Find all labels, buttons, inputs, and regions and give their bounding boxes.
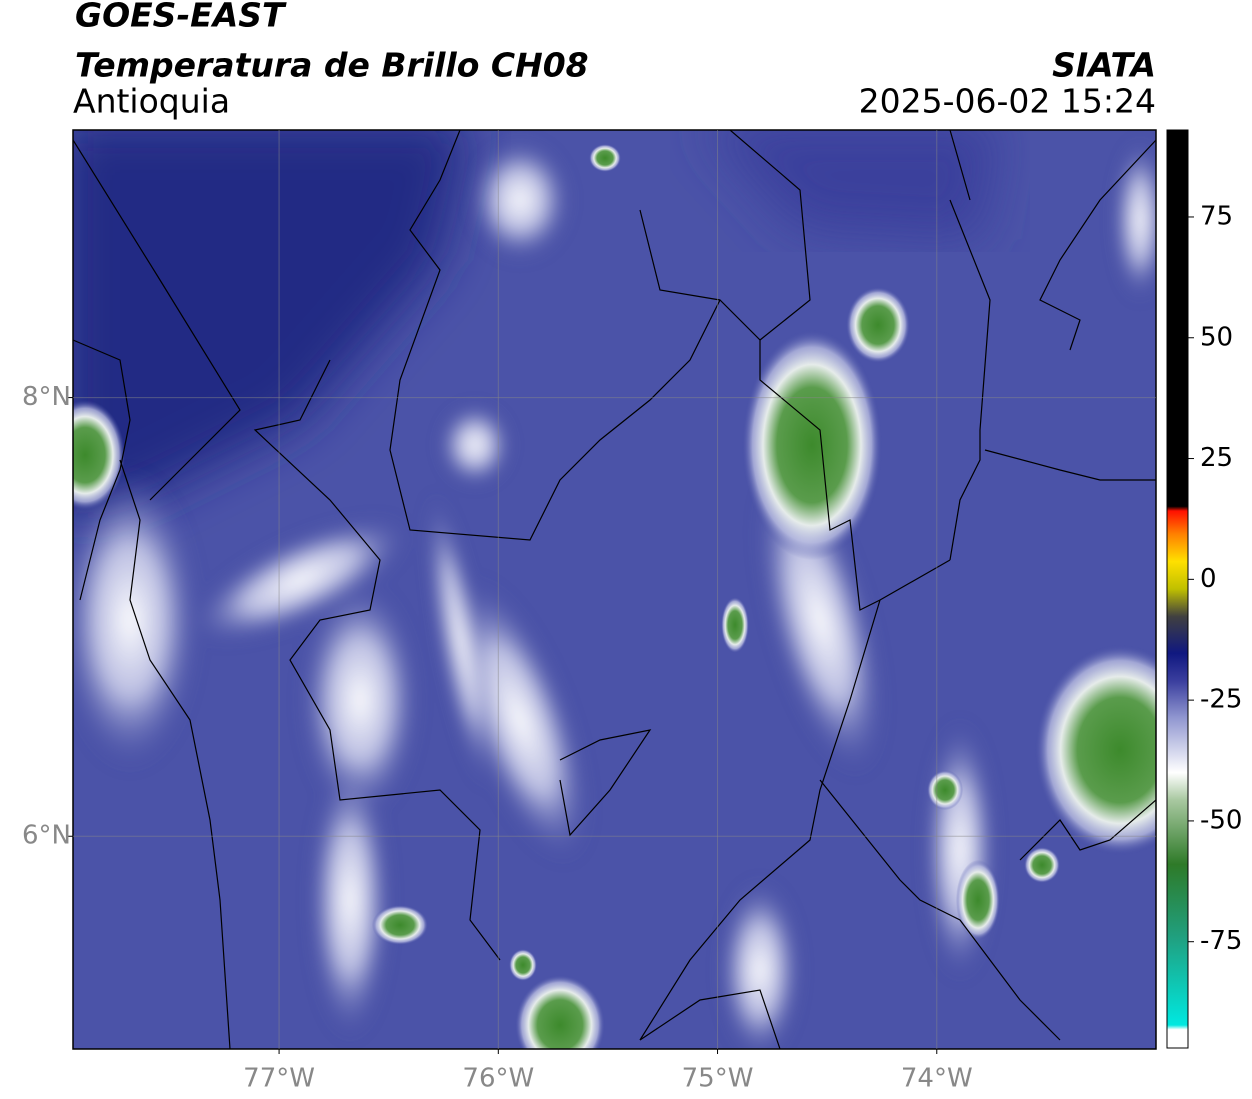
colorbar-tick-label: 0 — [1200, 564, 1217, 594]
source: SIATA — [1052, 46, 1156, 85]
x-tick-label: 76°W — [462, 1064, 534, 1094]
title: GOES-EAST — [75, 0, 287, 35]
colorbar-ticks: 75 50 25 0 -25 -50 -75 — [1188, 201, 1242, 956]
map-frame — [72, 129, 1157, 1050]
subtitle: Temperatura de Brillo CH08 — [75, 46, 589, 85]
y-tick-label: 8°N — [22, 382, 71, 412]
colorbar — [1166, 129, 1189, 1049]
colorbar-tick-label: 75 — [1200, 201, 1233, 231]
timestamp: 2025-06-02 15:24 — [859, 82, 1156, 121]
graticule: 77°W 76°W 75°W 74°W 8°N 6°N — [22, 130, 1156, 1094]
map-image — [73, 130, 1156, 1049]
colorbar-tick-label: 50 — [1200, 322, 1233, 352]
colorbar-tick-label: -50 — [1200, 805, 1242, 835]
x-tick-label: 77°W — [243, 1064, 315, 1094]
colorbar-tick-label: -75 — [1200, 926, 1242, 956]
y-tick-label: 6°N — [22, 821, 71, 851]
region: Antioquia — [73, 82, 230, 121]
colorbar-tick-label: -25 — [1200, 685, 1242, 715]
x-tick-label: 75°W — [682, 1064, 754, 1094]
x-tick-label: 74°W — [901, 1064, 973, 1094]
colorbar-tick-label: 25 — [1200, 443, 1233, 473]
